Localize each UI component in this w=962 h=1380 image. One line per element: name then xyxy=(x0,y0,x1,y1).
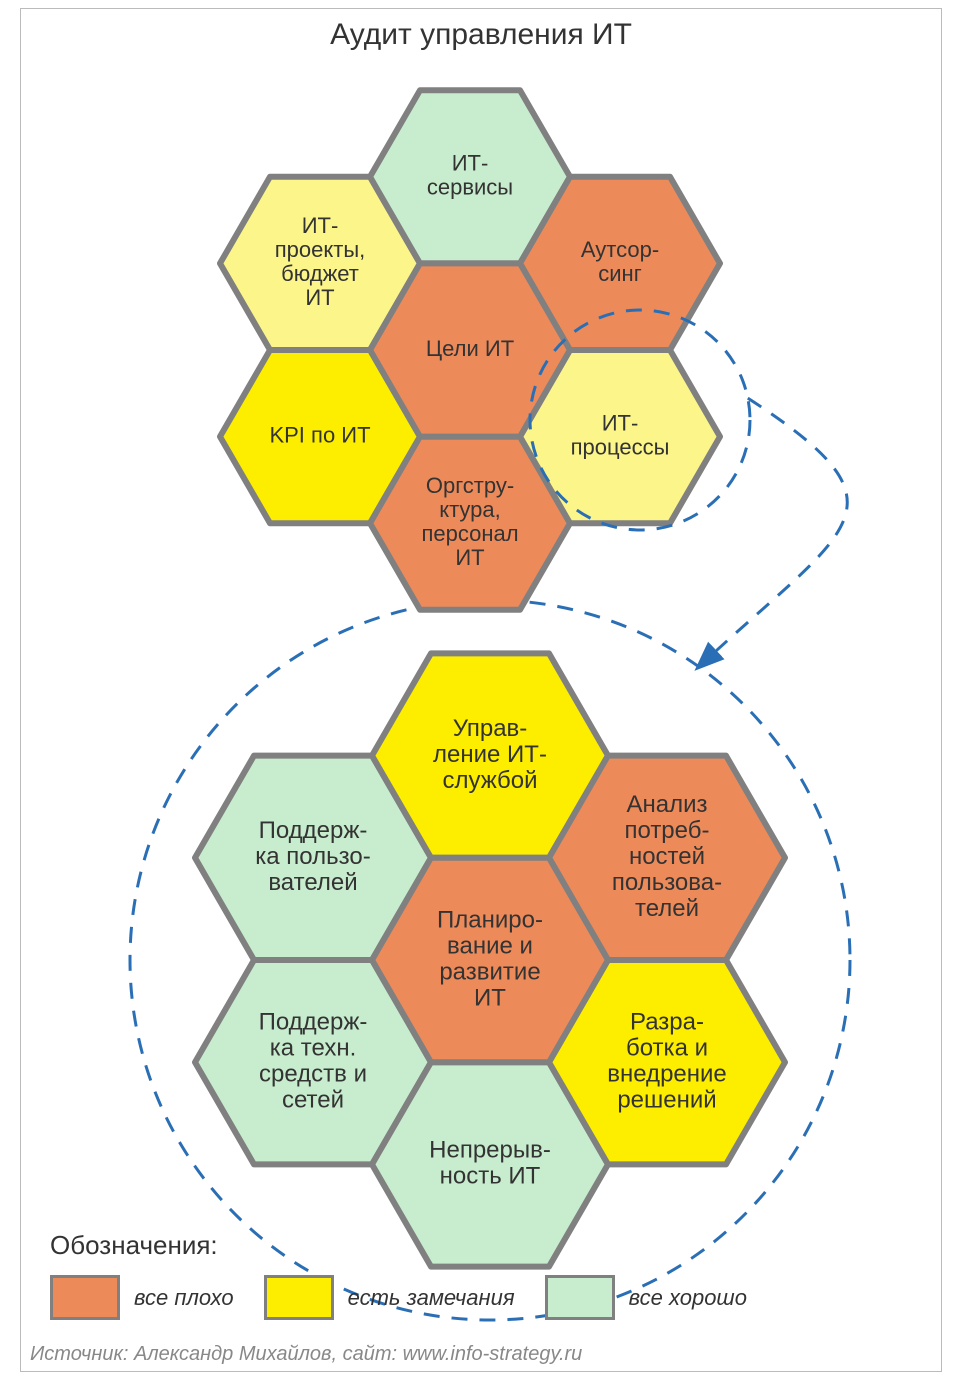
hex-label-it-goals: Цели ИТ xyxy=(426,336,514,361)
legend-swatch-good xyxy=(545,1275,615,1320)
legend-label: все плохо xyxy=(134,1286,234,1309)
legend-item-warn: есть замечания xyxy=(264,1275,515,1320)
source-text: Источник: Александр Михайлов, сайт: www.… xyxy=(30,1343,582,1366)
legend-title: Обозначения: xyxy=(50,1230,912,1261)
legend-swatch-warn xyxy=(264,1275,334,1320)
legend-item-bad: все плохо xyxy=(50,1275,234,1320)
legend-swatch-bad xyxy=(50,1275,120,1320)
legend-label: есть замечания xyxy=(348,1286,515,1309)
hex-label-kpi-it: KPI по ИТ xyxy=(269,422,370,447)
hex-label-continuity: Непрерыв-ность ИТ xyxy=(429,1137,551,1190)
legend-item-good: все хорошо xyxy=(545,1275,747,1320)
page: Аудит управления ИТ Поддерж-ка пользо-ва… xyxy=(0,0,962,1380)
legend: Обозначения: все плохоесть замечаниявсе … xyxy=(50,1230,912,1320)
legend-row: все плохо есть замечания все хорошо xyxy=(50,1275,912,1320)
hex-label-user-support: Поддерж-ка пользо-вателей xyxy=(255,817,370,896)
diagram-canvas: Поддерж-ка пользо-вателейУправ-ление ИТ-… xyxy=(0,0,962,1380)
legend-label: все хорошо xyxy=(629,1286,747,1309)
